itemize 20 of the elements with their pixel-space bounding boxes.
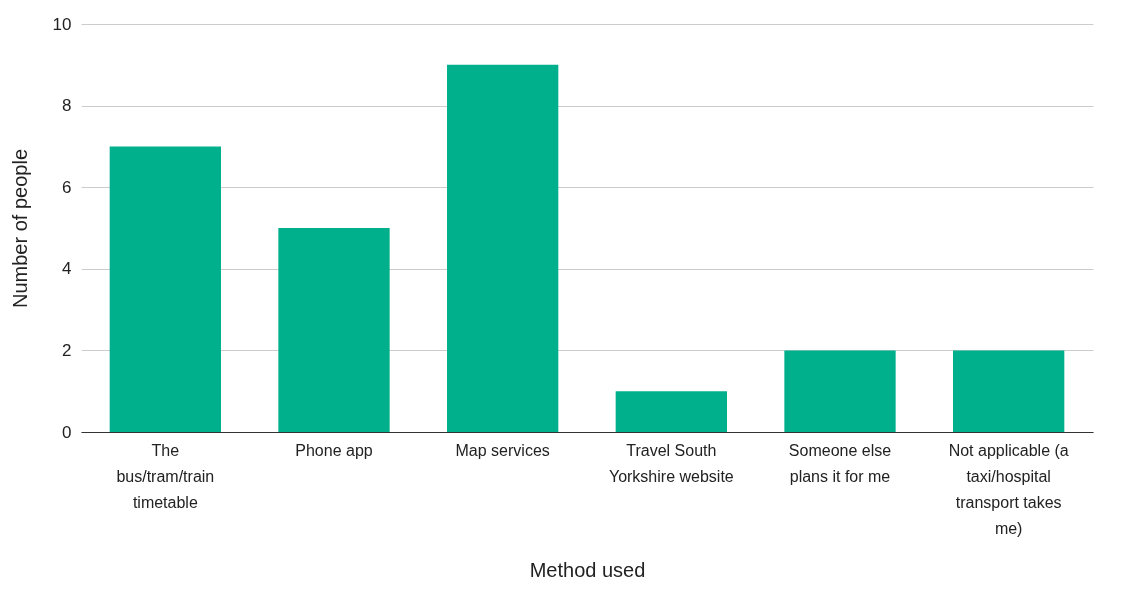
y-tick-label: 0: [62, 422, 72, 442]
x-tick-label: Phone app: [295, 441, 373, 459]
y-tick-label: 6: [62, 177, 72, 197]
y-tick-label: 10: [52, 14, 72, 34]
x-axis-title: Method used: [529, 558, 646, 581]
x-tick-label: The bus/tram/train timetable: [116, 441, 215, 511]
y-tick-label: 2: [62, 340, 72, 360]
x-tick-label: Not applicable (a taxi/hospital transport takes me): [948, 441, 1069, 537]
x-tick-label: Someone else plans it for me: [788, 441, 892, 485]
y-tick-label: 8: [62, 96, 72, 116]
x-tick-label: Travel South Yorkshire website: [608, 441, 734, 485]
y-axis-title: Number of people: [8, 149, 31, 308]
bar: [278, 228, 390, 432]
y-tick-label: 4: [62, 259, 72, 279]
bar: [953, 350, 1065, 432]
bar: [109, 146, 221, 432]
bar: [615, 391, 727, 432]
x-tick-label: Map services: [455, 441, 550, 459]
bar: [784, 350, 896, 432]
bar: [447, 64, 559, 432]
